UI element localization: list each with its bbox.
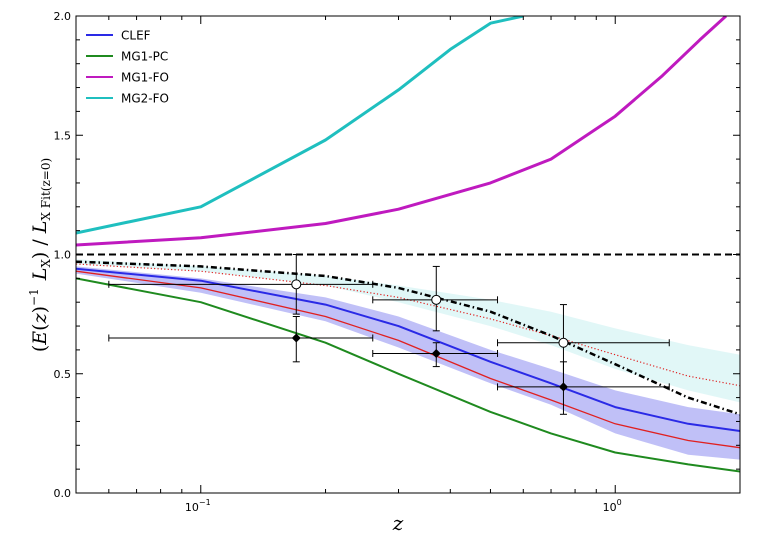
series-mg1-pc [76,277,740,473]
filled-point-0 [108,316,374,363]
legend-label: MG1-PC [121,50,168,64]
CLEF-band [76,266,740,460]
diamond-marker [291,333,301,343]
circle-marker [431,294,442,305]
series-clef [76,267,740,432]
filled-point-1 [372,342,499,368]
dotted-band [76,259,740,403]
legend-label: MG1-FO [121,71,169,85]
series-fit-red-solid [76,270,740,449]
confidence-bands [76,259,740,460]
x-axis-label: z [392,511,404,535]
open-point-2 [497,304,670,389]
data-points [108,254,670,415]
series-mg1-fo [76,16,728,247]
open-point-1 [372,265,499,332]
y-axis-label: (E(z)−1LX) / LX Fit(z=0) [27,158,53,352]
circle-marker [291,279,302,290]
legend: CLEF MG1-PC MG1-FO MG2-FO [86,29,169,106]
svg-text:(E(z)−1LX) / LX Fit(z=0): (E(z)−1LX) / LX Fit(z=0) [27,158,53,352]
y-tick-label: 0.0 [54,487,72,500]
series-mg2-fo [76,16,524,235]
circle-marker [558,337,569,348]
y-tick-label: 1.0 [54,249,72,262]
diamond-marker [431,348,441,358]
series-lines [76,16,740,473]
legend-entry-mg2-fo: MG2-FO [86,92,169,106]
open-point-0 [108,254,374,315]
series-fit-red-dotted [76,263,740,387]
y-tick-label: 0.5 [54,368,72,381]
x-tick-label: 10−1 [185,498,211,514]
y-tick-label: 1.5 [54,129,72,142]
axis-ticks: 0.0 0.5 1.0 1.5 2.0 10−1 100 [54,10,741,514]
x-tick-label: 100 [603,498,622,514]
y-tick-label: 2.0 [54,10,72,23]
legend-label: MG2-FO [121,92,169,106]
legend-entry-clef: CLEF [86,29,151,43]
legend-label: CLEF [121,29,151,43]
legend-entry-mg1-pc: MG1-PC [86,50,168,64]
legend-entry-mg1-fo: MG1-FO [86,71,169,85]
